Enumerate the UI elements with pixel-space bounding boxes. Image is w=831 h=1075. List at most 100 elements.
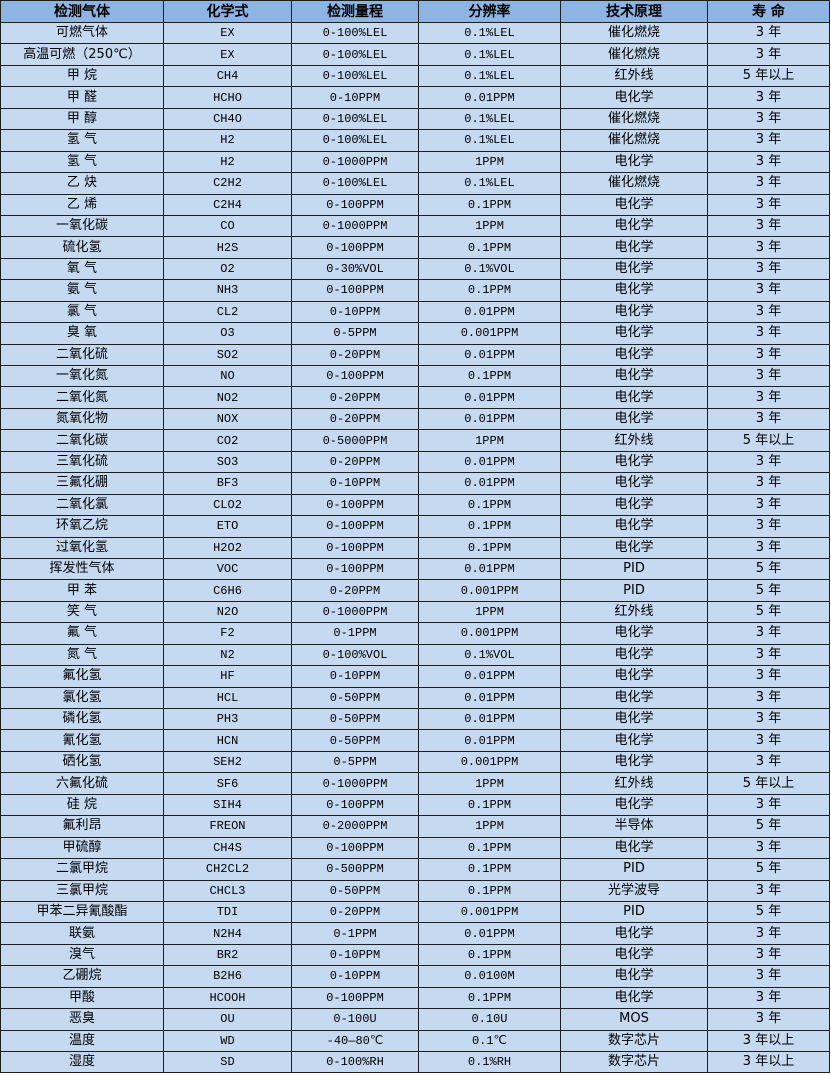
technical-principle: 催化燃烧 (560, 172, 708, 195)
gas-name: 温度 (0, 1029, 164, 1053)
table-row: 二氧化氮 NO2 0-20PPM 0.01PPM 电化学 3 年 (0, 386, 830, 409)
table-row: 氧 气 O2 0-30%VOL 0.1%VOL 电化学 3 年 (0, 257, 830, 281)
gas-name: 过氧化氢 (0, 536, 164, 559)
lifetime: 3 年 (707, 515, 830, 538)
technical-principle: 光学波导 (560, 879, 708, 902)
gas-name: 三氟化硼 (0, 472, 164, 495)
resolution: 0.1%LEL (418, 172, 561, 195)
table-row: 乙硼烷 B2H6 0-10PPM 0.0100M 电化学 3 年 (0, 965, 830, 988)
table-row: 甲 烷 CH4 0-100%LEL 0.1%LEL 红外线 5 年以上 (0, 64, 830, 88)
technical-principle: 电化学 (560, 472, 708, 495)
measuring-range: 0-20PPM (291, 450, 419, 474)
resolution: 0.01PPM (418, 407, 561, 431)
technical-principle: 电化学 (560, 536, 708, 559)
table-row: 甲酸 HCOOH 0-100PPM 0.1PPM 电化学 3 年 (0, 986, 830, 1010)
technical-principle: 数字芯片 (560, 1029, 708, 1053)
resolution: 0.1%LEL (418, 21, 561, 45)
resolution: 0.0100M (418, 965, 561, 988)
table-row: 甲 醛 HCHO 0-10PPM 0.01PPM 电化学 3 年 (0, 86, 830, 109)
measuring-range: 0-1000PPM (291, 600, 419, 624)
gas-name: 挥发性气体 (0, 557, 164, 581)
measuring-range: 0-100%LEL (291, 107, 419, 131)
gas-name: 甲苯二异氰酸酯 (0, 900, 164, 924)
technical-principle: 电化学 (560, 729, 708, 752)
gas-name: 氟利昂 (0, 815, 164, 838)
chemical-formula: HCL (163, 686, 292, 710)
table-row: 湿度 SD 0-100%RH 0.1%RH 数字芯片 3 年以上 (0, 1050, 830, 1074)
resolution: 0.1%LEL (418, 43, 561, 66)
lifetime: 3 年 (707, 43, 830, 66)
chemical-formula: EX (163, 43, 292, 66)
table-row: 氰化氢 HCN 0-50PPM 0.01PPM 电化学 3 年 (0, 729, 830, 752)
chemical-formula: C6H6 (163, 579, 292, 602)
measuring-range: 0-20PPM (291, 343, 419, 367)
resolution: 0.01PPM (418, 386, 561, 409)
table-row: 氮氧化物 NOX 0-20PPM 0.01PPM 电化学 3 年 (0, 407, 830, 431)
lifetime: 5 年以上 (707, 772, 830, 795)
technical-principle: 电化学 (560, 279, 708, 302)
resolution: 0.01PPM (418, 707, 561, 731)
lifetime: 3 年 (707, 193, 830, 216)
technical-principle: 电化学 (560, 193, 708, 216)
header-principle: 技术原理 (560, 0, 708, 23)
table-row: 一氧化氮 NO 0-100PPM 0.1PPM 电化学 3 年 (0, 364, 830, 388)
lifetime: 5 年 (707, 600, 830, 624)
technical-principle: 红外线 (560, 429, 708, 452)
technical-principle: 电化学 (560, 707, 708, 731)
lifetime: 5 年 (707, 557, 830, 581)
chemical-formula: NO2 (163, 386, 292, 409)
lifetime: 3 年 (707, 407, 830, 431)
lifetime: 3 年 (707, 86, 830, 109)
gas-name: 硫化氢 (0, 236, 164, 259)
technical-principle: 电化学 (560, 364, 708, 388)
resolution: 0.01PPM (418, 472, 561, 495)
lifetime: 3 年 (707, 729, 830, 752)
technical-principle: 电化学 (560, 214, 708, 238)
table-row: 三氧化硫 SO3 0-20PPM 0.01PPM 电化学 3 年 (0, 450, 830, 474)
measuring-range: 0-100PPM (291, 279, 419, 302)
measuring-range: 0-50PPM (291, 729, 419, 752)
table-row: 甲 苯 C6H6 0-20PPM 0.001PPM PID 5 年 (0, 579, 830, 602)
measuring-range: 0-1000PPM (291, 214, 419, 238)
resolution: 0.01PPM (418, 922, 561, 945)
table-row: 环氧乙烷 ETO 0-100PPM 0.1PPM 电化学 3 年 (0, 515, 830, 538)
resolution: 0.10U (418, 1008, 561, 1031)
measuring-range: 0-5PPM (291, 322, 419, 345)
chemical-formula: SEH2 (163, 750, 292, 774)
lifetime: 3 年 (707, 922, 830, 945)
chemical-formula: C2H2 (163, 172, 292, 195)
resolution: 0.1%RH (418, 1050, 561, 1074)
resolution: 1PPM (418, 815, 561, 838)
gas-name: 甲硫醇 (0, 836, 164, 860)
resolution: 0.01PPM (418, 86, 561, 109)
chemical-formula: TDI (163, 900, 292, 924)
table-row: 氢 气 H2 0-1000PPM 1PPM 电化学 3 年 (0, 150, 830, 174)
header-gas: 检测气体 (0, 0, 164, 23)
lifetime: 3 年 (707, 107, 830, 131)
table-row: 联氨 N2H4 0-1PPM 0.01PPM 电化学 3 年 (0, 922, 830, 945)
lifetime: 3 年 (707, 236, 830, 259)
header-resolution: 分辨率 (418, 0, 561, 23)
table-header-row: 检测气体 化学式 检测量程 分辨率 技术原理寿 命 (0, 0, 830, 23)
gas-name: 湿度 (0, 1050, 164, 1074)
table-row: 氯 气 CL2 0-10PPM 0.01PPM 电化学 3 年 (0, 300, 830, 324)
resolution: 0.01PPM (418, 300, 561, 324)
gas-name: 高温可燃（250℃） (0, 43, 164, 66)
measuring-range: 0-1000PPM (291, 772, 419, 795)
gas-name: 甲 苯 (0, 579, 164, 602)
chemical-formula: CH4O (163, 107, 292, 131)
header-range: 检测量程 (291, 0, 419, 23)
gas-name: 甲 烷 (0, 64, 164, 88)
chemical-formula: EX (163, 21, 292, 45)
measuring-range: 0-100PPM (291, 557, 419, 581)
table-row: 一氧化碳 CO 0-1000PPM 1PPM 电化学 3 年 (0, 214, 830, 238)
resolution: 0.01PPM (418, 343, 561, 367)
measuring-range: 0-20PPM (291, 579, 419, 602)
measuring-range: 0-100PPM (291, 986, 419, 1010)
measuring-range: 0-100PPM (291, 193, 419, 216)
resolution: 0.001PPM (418, 322, 561, 345)
technical-principle: 电化学 (560, 943, 708, 967)
chemical-formula: SO2 (163, 343, 292, 367)
gas-name: 氢 气 (0, 150, 164, 174)
